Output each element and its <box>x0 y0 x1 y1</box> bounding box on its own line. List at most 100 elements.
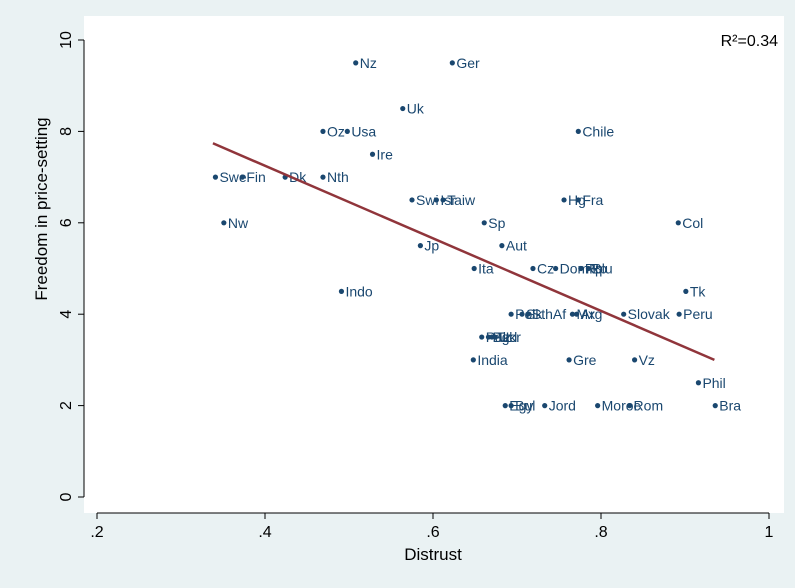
data-point-label: Jp <box>424 238 439 254</box>
data-point-label: Sp <box>488 215 505 231</box>
data-point <box>239 174 245 180</box>
data-point <box>575 128 581 134</box>
data-point <box>417 243 423 249</box>
x-tick-label: .6 <box>426 524 439 541</box>
data-point-label: Bra <box>719 398 741 414</box>
data-point-label: Usa <box>351 123 376 139</box>
data-point-label: Nth <box>327 169 349 185</box>
x-tick-label: .2 <box>90 524 103 541</box>
data-point <box>712 403 718 409</box>
data-point-label: Ita <box>478 261 494 277</box>
data-point-label: Ire <box>377 146 394 162</box>
data-point <box>574 311 580 317</box>
data-point <box>499 243 505 249</box>
data-point <box>338 288 345 294</box>
data-point-label: India <box>477 352 508 368</box>
data-point <box>675 220 681 226</box>
data-point <box>440 197 446 203</box>
data-point-label: Nw <box>228 215 249 231</box>
data-point-label: Tz <box>496 329 512 345</box>
data-point <box>508 403 514 409</box>
data-point <box>569 311 576 317</box>
data-point-label: Pol <box>515 306 535 322</box>
data-point <box>470 357 476 363</box>
y-tick-label: 6 <box>58 218 75 227</box>
y-tick-label: 8 <box>58 127 75 136</box>
data-point <box>519 311 525 317</box>
data-point-label: Col <box>682 215 703 231</box>
data-point-label: Sk <box>526 306 543 322</box>
x-tick-label: .4 <box>258 524 271 541</box>
x-axis-title: Distrust <box>404 545 462 564</box>
data-point <box>542 403 548 409</box>
data-point-label: Ukr <box>499 329 521 345</box>
y-tick-label: 10 <box>58 31 75 49</box>
data-point-label: Egy <box>509 398 533 414</box>
y-tick-label: 0 <box>58 492 75 501</box>
data-point <box>508 311 514 317</box>
data-point <box>369 151 376 157</box>
data-point-label: Bgd <box>492 329 517 345</box>
data-point-label: Tk <box>690 283 707 299</box>
data-point-label: Chile <box>582 123 614 139</box>
data-point-label: Indo <box>345 283 372 299</box>
data-point-label: Oz <box>327 123 345 139</box>
data-point <box>595 403 601 409</box>
data-point <box>553 265 559 272</box>
x-axis: .2 .4 .6 .8 1 <box>90 512 774 541</box>
data-point <box>433 197 439 203</box>
data-point <box>578 265 584 272</box>
data-point <box>320 128 326 134</box>
data-point <box>320 174 326 180</box>
data-point <box>481 220 487 226</box>
data-point-label: Cz <box>537 261 554 277</box>
y-tick-label: 2 <box>58 401 75 410</box>
data-point <box>400 105 406 112</box>
data-point-label: Ger <box>456 55 480 71</box>
data-point-label: Jord <box>549 398 576 414</box>
data-point-label: Swe <box>219 169 246 185</box>
data-point <box>212 174 219 180</box>
data-point <box>530 265 536 272</box>
data-point <box>479 334 485 340</box>
y-axis: 0 2 4 6 8 10 <box>58 31 85 501</box>
data-point-label: Fin <box>246 169 265 185</box>
data-point <box>561 197 567 203</box>
data-point <box>353 60 359 66</box>
data-point-label: Moroc <box>602 398 641 414</box>
data-point-label: Taiw <box>447 192 476 208</box>
y-axis-title: Freedom in price-setting <box>32 117 51 300</box>
data-point-label: Bul <box>515 398 535 414</box>
data-point <box>502 403 508 409</box>
r-squared-annotation: R²=0.34 <box>721 33 778 50</box>
data-point <box>626 403 633 409</box>
data-point <box>525 311 531 317</box>
x-tick-label: 1 <box>765 524 774 541</box>
data-point-label: Isr <box>440 192 456 208</box>
data-point <box>676 311 682 317</box>
data-point-label: Fra <box>582 192 603 208</box>
data-point-label: Aut <box>506 238 527 254</box>
data-point-label: Nz <box>360 55 377 71</box>
data-point-label: Vz <box>639 352 655 368</box>
fit-line <box>212 142 715 362</box>
x-tick-label: .8 <box>594 524 607 541</box>
data-point <box>409 197 415 203</box>
data-point-label: Slovak <box>628 306 671 322</box>
data-point <box>471 265 477 272</box>
data-point-label: Arg <box>581 306 603 322</box>
y-tick-label: 4 <box>58 310 75 319</box>
data-point-label: Pak <box>486 329 511 345</box>
data-point-label: Phil <box>702 375 725 391</box>
data-point-label: Gre <box>573 352 597 368</box>
data-point-label: Mx <box>576 306 595 322</box>
fit-line-layer <box>212 142 715 362</box>
data-point <box>566 357 572 363</box>
data-point-label: Uk <box>407 101 425 117</box>
data-point <box>621 311 627 317</box>
data-point <box>449 60 455 66</box>
data-point-label: Rom <box>634 398 664 414</box>
